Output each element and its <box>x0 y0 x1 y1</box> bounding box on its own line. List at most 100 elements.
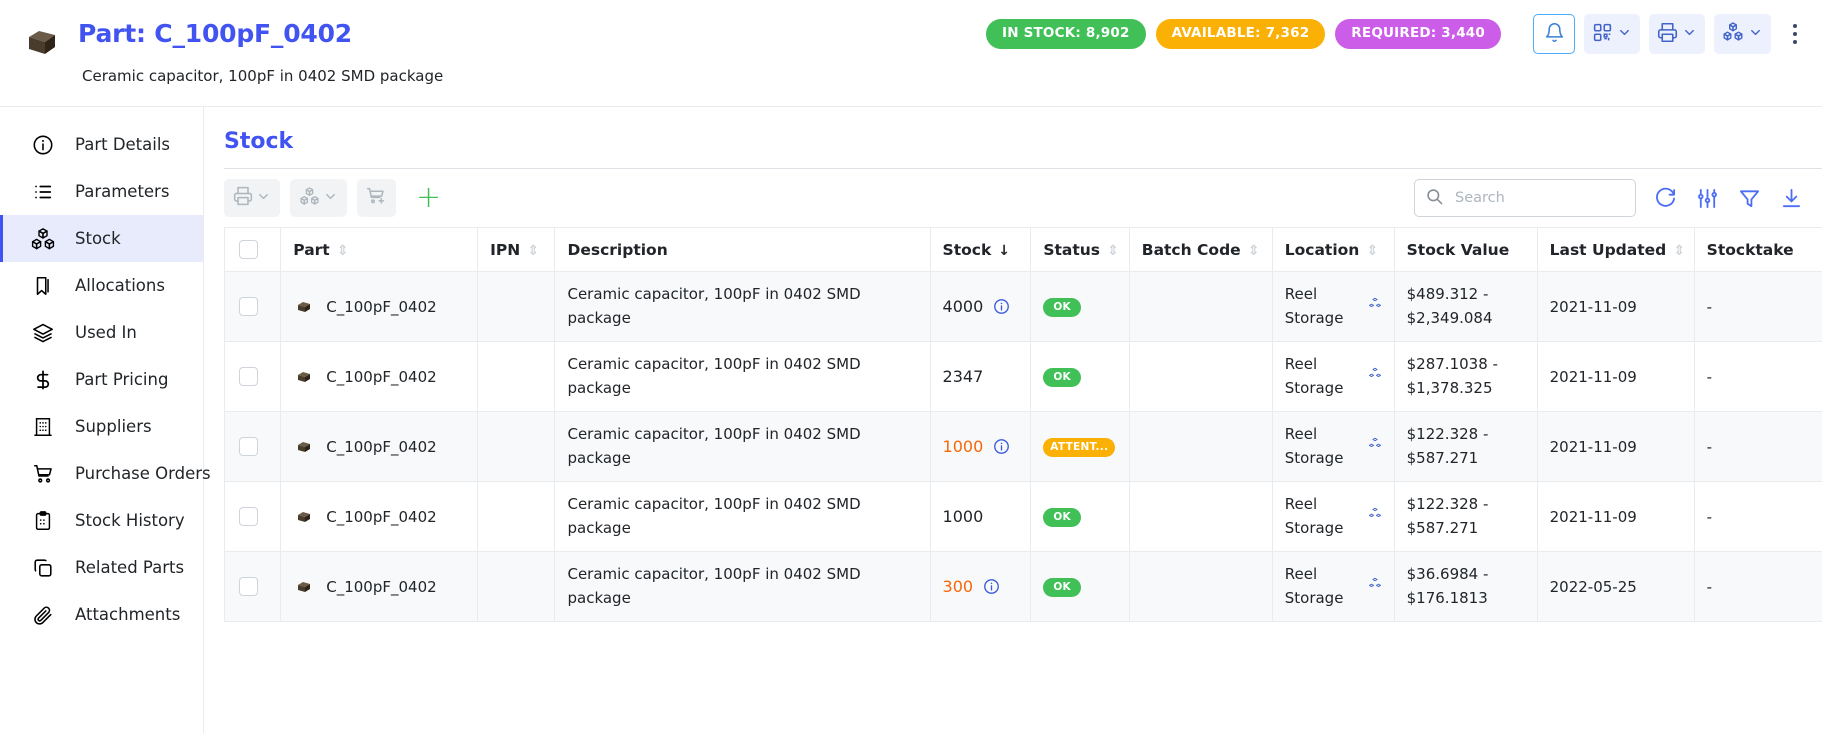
part-link[interactable]: C_100pF_0402 <box>326 437 437 456</box>
header-part[interactable]: Part ⇕ <box>280 227 479 272</box>
header-location[interactable]: Location ⇕ <box>1271 227 1395 272</box>
search-box[interactable] <box>1414 179 1636 217</box>
add-stock-item-button[interactable]: + <box>416 180 442 215</box>
header-status[interactable]: Status ⇕ <box>1030 227 1130 272</box>
cell-description: Ceramic capacitor, 100pF in 0402 SMD pac… <box>554 551 931 622</box>
panel-divider <box>224 168 1822 169</box>
location-link[interactable]: Reel Storage <box>1284 565 1344 607</box>
part-link[interactable]: C_100pF_0402 <box>326 367 437 386</box>
cell-stock: 1000 <box>929 481 1032 552</box>
row-select-cell[interactable] <box>223 341 282 412</box>
part-link[interactable]: C_100pF_0402 <box>326 507 437 526</box>
available-badge: AVAILABLE: 7,362 <box>1155 19 1326 49</box>
cell-status: OK <box>1030 271 1130 342</box>
row-checkbox[interactable] <box>239 297 258 316</box>
cell-part[interactable]: C_100pF_0402 <box>280 551 479 622</box>
cell-stocktake: - <box>1693 271 1822 342</box>
info-icon[interactable] <box>993 438 1010 455</box>
notifications-button[interactable] <box>1533 14 1575 54</box>
sidebar-item-part-details[interactable]: Part Details <box>0 121 203 168</box>
row-checkbox[interactable] <box>239 507 258 526</box>
sidebar-nav: Part Details Parameters Stock <box>0 107 211 733</box>
row-select-cell[interactable] <box>223 551 282 622</box>
location-link[interactable]: Reel Storage <box>1284 495 1344 537</box>
row-select-cell[interactable] <box>223 411 282 482</box>
header-stock[interactable]: Stock ↓ <box>929 227 1032 272</box>
building-icon <box>31 415 55 439</box>
more-actions-button[interactable] <box>1782 14 1808 54</box>
info-icon[interactable] <box>983 578 1000 595</box>
table-options-button[interactable] <box>1694 185 1720 211</box>
row-select-cell[interactable] <box>223 271 282 342</box>
sidebar-item-part-pricing[interactable]: Part Pricing <box>0 356 203 403</box>
sidebar-item-allocations[interactable]: Allocations <box>0 262 203 309</box>
sort-icon: ⇕ <box>1366 242 1379 259</box>
part-thumbnail <box>24 26 60 60</box>
header-label: Stock Value <box>1406 240 1510 259</box>
part-link[interactable]: C_100pF_0402 <box>326 577 437 596</box>
sidebar-item-related-parts[interactable]: Related Parts <box>0 544 203 591</box>
stock-quantity: 300 <box>942 577 974 596</box>
sort-icon-desc: ↓ <box>998 242 1010 259</box>
cell-batch-code <box>1128 411 1273 482</box>
search-input[interactable] <box>1453 189 1625 207</box>
row-checkbox[interactable] <box>239 437 258 456</box>
cell-ipn <box>477 411 556 482</box>
header-last-updated[interactable]: Last Updated ⇕ <box>1536 227 1695 272</box>
location-link[interactable]: Reel Storage <box>1284 355 1344 397</box>
refresh-table-button[interactable] <box>1652 185 1678 211</box>
boxes-icon <box>299 186 320 211</box>
location-link[interactable]: Reel Storage <box>1284 285 1344 327</box>
sidebar-item-stock[interactable]: Stock <box>0 215 203 262</box>
sidebar-item-purchase-orders[interactable]: Purchase Orders <box>0 450 211 497</box>
stock-table-body: C_100pF_0402 Ceramic capacitor, 100pF in… <box>223 271 1822 622</box>
header-stocktake[interactable]: Stocktake <box>1693 227 1822 272</box>
table-row[interactable]: C_100pF_0402 Ceramic capacitor, 100pF in… <box>223 271 1822 342</box>
sidebar-item-attachments[interactable]: Attachments <box>0 591 203 638</box>
sidebar-item-stock-history[interactable]: Stock History <box>0 497 203 544</box>
cell-part[interactable]: C_100pF_0402 <box>280 481 479 552</box>
cell-part[interactable]: C_100pF_0402 <box>280 271 479 342</box>
row-checkbox[interactable] <box>239 367 258 386</box>
download-button[interactable] <box>1778 185 1804 211</box>
sidebar-item-used-in[interactable]: Used In <box>0 309 203 356</box>
sidebar-item-label: Used In <box>75 323 137 342</box>
sidebar-item-label: Stock <box>75 229 121 248</box>
table-row[interactable]: C_100pF_0402 Ceramic capacitor, 100pF in… <box>223 411 1822 482</box>
sidebar-item-parameters[interactable]: Parameters <box>0 168 203 215</box>
row-select-cell[interactable] <box>223 481 282 552</box>
boxes-icon <box>1722 21 1744 47</box>
stock-actions-dropdown-button[interactable] <box>290 179 347 217</box>
cell-last-updated: 2021-11-09 <box>1536 411 1695 482</box>
cell-location: Reel Storage <box>1271 341 1395 412</box>
barcode-actions-button[interactable] <box>1584 14 1640 54</box>
table-row[interactable]: C_100pF_0402 Ceramic capacitor, 100pF in… <box>223 481 1822 552</box>
header-batch-code[interactable]: Batch Code ⇕ <box>1128 227 1273 272</box>
sidebar-item-label: Attachments <box>75 605 181 624</box>
select-all-checkbox[interactable] <box>239 240 258 259</box>
sidebar-item-suppliers[interactable]: Suppliers <box>0 403 203 450</box>
print-dropdown-button[interactable] <box>224 179 280 217</box>
print-actions-button[interactable] <box>1649 14 1705 54</box>
part-thumbnail-icon <box>293 577 315 597</box>
location-link[interactable]: Reel Storage <box>1284 425 1344 467</box>
table-row[interactable]: C_100pF_0402 Ceramic capacitor, 100pF in… <box>223 551 1822 622</box>
info-icon[interactable] <box>993 298 1010 315</box>
boxes-icon <box>1368 365 1382 388</box>
table-header-row: Part ⇕ IPN ⇕ Description Stock ↓ <box>223 227 1822 272</box>
cell-part[interactable]: C_100pF_0402 <box>280 411 479 482</box>
header-stock-value[interactable]: Stock Value <box>1393 227 1538 272</box>
cell-last-updated: 2021-11-09 <box>1536 271 1695 342</box>
cell-part[interactable]: C_100pF_0402 <box>280 341 479 412</box>
filter-button[interactable] <box>1736 185 1762 211</box>
header-ipn[interactable]: IPN ⇕ <box>477 227 556 272</box>
header-label: Batch Code <box>1141 240 1241 259</box>
header-label: Status <box>1043 240 1101 259</box>
table-row[interactable]: C_100pF_0402 Ceramic capacitor, 100pF in… <box>223 341 1822 412</box>
stock-actions-button[interactable] <box>1714 14 1771 54</box>
header-description[interactable]: Description <box>554 227 931 272</box>
header-select-all[interactable] <box>223 227 282 272</box>
row-checkbox[interactable] <box>239 577 258 596</box>
part-link[interactable]: C_100pF_0402 <box>326 297 437 316</box>
order-stock-button[interactable] <box>357 179 396 217</box>
